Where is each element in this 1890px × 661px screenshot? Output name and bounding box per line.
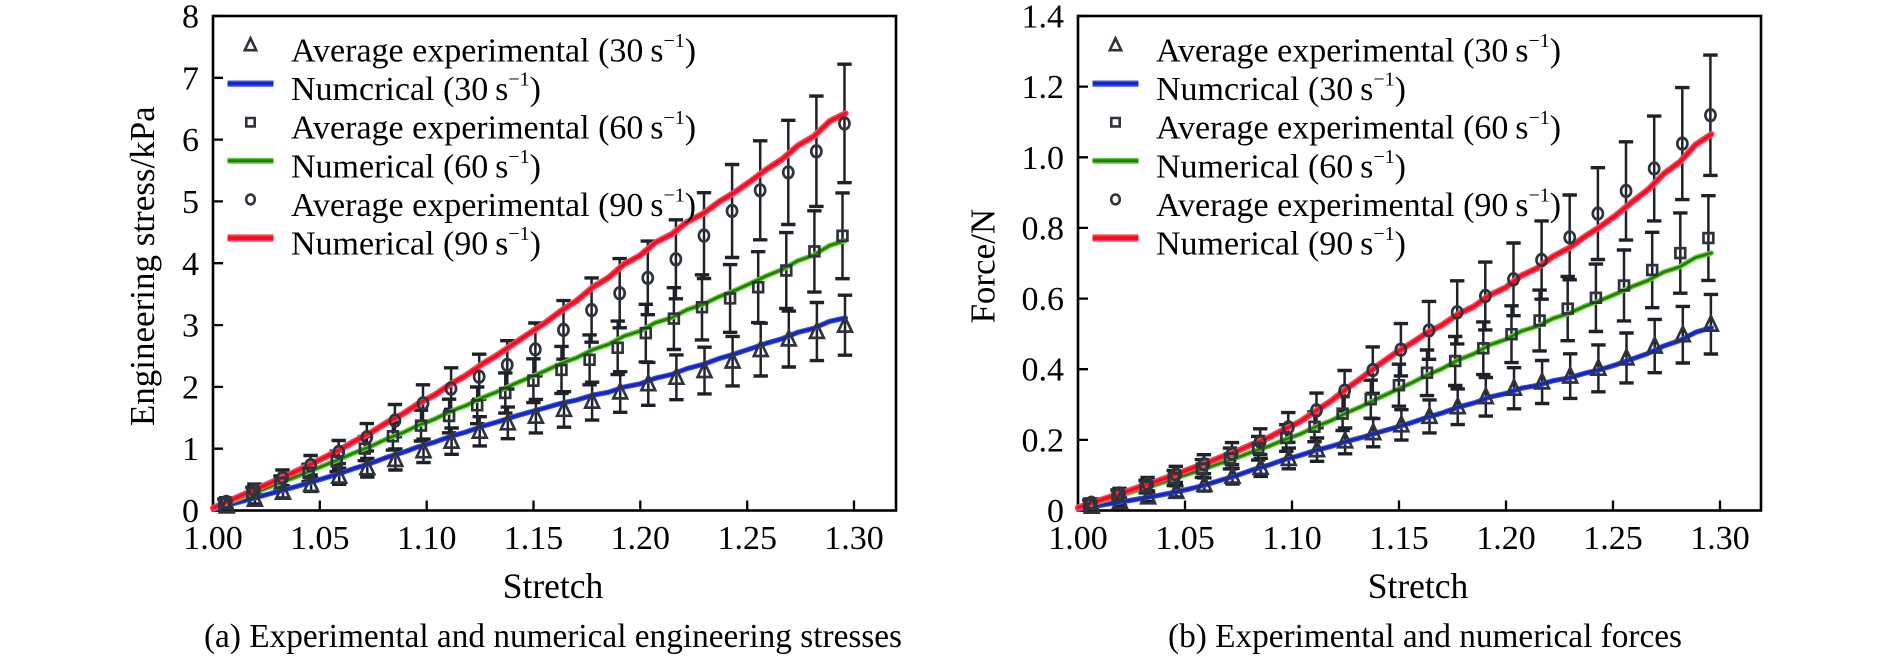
svg-text:1.05: 1.05 bbox=[290, 520, 350, 557]
svg-text:1: 1 bbox=[182, 431, 199, 468]
svg-text:1.25: 1.25 bbox=[1583, 520, 1643, 557]
svg-text:Numerical (90 s−1): Numerical (90 s−1) bbox=[291, 223, 541, 263]
svg-text:Numcrical (30 s−1): Numcrical (30 s−1) bbox=[291, 69, 541, 109]
svg-text:Numerical (90 s−1): Numerical (90 s−1) bbox=[1156, 223, 1406, 263]
svg-text:Average experimental (30 s−1): Average experimental (30 s−1) bbox=[1156, 30, 1561, 70]
svg-text:0.8: 0.8 bbox=[1022, 210, 1065, 247]
svg-text:1.00: 1.00 bbox=[183, 520, 243, 557]
svg-text:Average experimental (60 s−1): Average experimental (60 s−1) bbox=[1156, 107, 1561, 147]
svg-text:1.15: 1.15 bbox=[504, 520, 564, 557]
svg-text:1.05: 1.05 bbox=[1155, 520, 1215, 557]
svg-text:Average experimental (60 s−1): Average experimental (60 s−1) bbox=[291, 107, 696, 147]
svg-text:2: 2 bbox=[182, 369, 199, 406]
svg-text:1.25: 1.25 bbox=[717, 520, 777, 557]
svg-text:1.00: 1.00 bbox=[1048, 520, 1108, 557]
svg-text:1.15: 1.15 bbox=[1369, 520, 1429, 557]
svg-text:0: 0 bbox=[182, 493, 199, 530]
svg-text:6: 6 bbox=[182, 122, 199, 159]
svg-text:Average experimental (90 s−1): Average experimental (90 s−1) bbox=[1156, 184, 1561, 224]
svg-text:3: 3 bbox=[182, 308, 199, 345]
svg-text:1.0: 1.0 bbox=[1022, 140, 1065, 177]
svg-text:1.10: 1.10 bbox=[397, 520, 457, 557]
svg-text:Average experimental (90 s−1): Average experimental (90 s−1) bbox=[291, 184, 696, 224]
svg-text:1.2: 1.2 bbox=[1022, 69, 1065, 106]
svg-text:(b) Experimental and numerical: (b) Experimental and numerical forces bbox=[1168, 618, 1682, 655]
svg-text:Engineering stress/kPa: Engineering stress/kPa bbox=[123, 106, 162, 426]
svg-text:Stretch: Stretch bbox=[1368, 566, 1469, 606]
svg-text:5: 5 bbox=[182, 184, 199, 221]
svg-text:Numcrical (30 s−1): Numcrical (30 s−1) bbox=[1156, 69, 1406, 109]
svg-text:1.20: 1.20 bbox=[611, 520, 671, 557]
svg-text:Average experimental (30 s−1): Average experimental (30 s−1) bbox=[291, 30, 696, 70]
svg-text:0.6: 0.6 bbox=[1022, 281, 1065, 318]
svg-text:Numerical (60 s−1): Numerical (60 s−1) bbox=[291, 146, 541, 186]
svg-text:1.30: 1.30 bbox=[1690, 520, 1750, 557]
svg-text:8: 8 bbox=[182, 0, 199, 36]
svg-text:Force/N: Force/N bbox=[964, 209, 1003, 324]
svg-text:1.20: 1.20 bbox=[1476, 520, 1536, 557]
svg-text:Stretch: Stretch bbox=[503, 566, 604, 606]
svg-text:1.4: 1.4 bbox=[1022, 0, 1065, 36]
svg-text:Numerical (60 s−1): Numerical (60 s−1) bbox=[1156, 146, 1406, 186]
svg-text:0.2: 0.2 bbox=[1022, 422, 1065, 459]
svg-text:7: 7 bbox=[182, 60, 199, 97]
svg-text:1.10: 1.10 bbox=[1262, 520, 1322, 557]
svg-text:1.30: 1.30 bbox=[824, 520, 884, 557]
svg-text:(a) Experimental and numerical: (a) Experimental and numerical engineeri… bbox=[204, 618, 902, 655]
svg-text:4: 4 bbox=[182, 246, 199, 283]
svg-text:0: 0 bbox=[1047, 493, 1064, 530]
svg-text:0.4: 0.4 bbox=[1022, 352, 1065, 389]
